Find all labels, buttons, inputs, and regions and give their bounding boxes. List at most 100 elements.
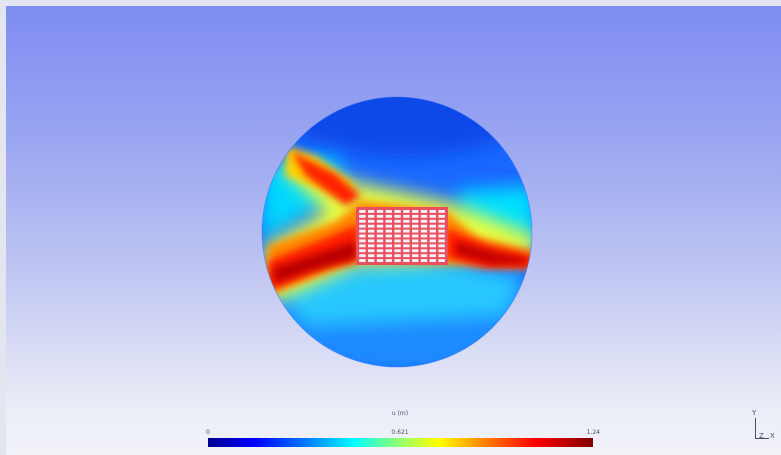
tube-cell [403, 249, 410, 253]
tube-cell [438, 224, 445, 228]
tube-cell [394, 234, 401, 238]
legend-colorbar [208, 438, 593, 447]
axis-y-label: Y [752, 409, 757, 417]
tube-cell [368, 210, 375, 213]
tube-cell [412, 244, 419, 248]
tube-cell [385, 259, 392, 262]
tube-cell [385, 214, 392, 218]
tube-cell [420, 234, 428, 238]
tube-cell [368, 224, 375, 228]
legend-max-label: 1.24 [586, 429, 600, 436]
tube-cell [394, 259, 401, 262]
tube-cell [412, 219, 419, 223]
tube-cell [385, 244, 392, 248]
tube-cell [385, 254, 392, 258]
tube-cell [359, 210, 366, 213]
tube-cell [438, 214, 445, 218]
tube-cell [368, 249, 375, 253]
tube-cell [368, 219, 375, 223]
tube-cell [394, 229, 401, 233]
tube-cell [403, 224, 410, 228]
tube-cell [420, 254, 428, 258]
axis-triad: Y Z X [750, 409, 780, 449]
tube-cell [420, 259, 428, 262]
tube-cell [368, 229, 375, 233]
tube-cell [420, 210, 428, 213]
tube-array[interactable] [356, 207, 448, 265]
tube-cell [429, 234, 436, 238]
tube-cell [368, 234, 375, 238]
tube-cell [385, 210, 392, 213]
tube-cell [376, 224, 384, 228]
tube-cell [385, 224, 392, 228]
tube-cell [420, 244, 428, 248]
tube-cell [438, 249, 445, 253]
tube-cell [394, 239, 401, 243]
tube-cell [394, 219, 401, 223]
tube-cell [376, 219, 384, 223]
tube-cell [376, 249, 384, 253]
tube-cell [412, 259, 419, 262]
tube-cell [438, 254, 445, 258]
tube-cell [359, 234, 366, 238]
tube-cell [385, 219, 392, 223]
tube-cell [368, 254, 375, 258]
contour-plot[interactable] [6, 6, 781, 455]
axis-z-label: Z [759, 432, 764, 440]
tube-cell [359, 254, 366, 258]
tube-cell [376, 254, 384, 258]
tube-cell [438, 219, 445, 223]
tube-cell [376, 234, 384, 238]
tube-cell [438, 210, 445, 213]
tube-cell [394, 244, 401, 248]
tube-cell [429, 259, 436, 262]
tube-cell [376, 229, 384, 233]
tube-cell [429, 229, 436, 233]
tube-cell [403, 234, 410, 238]
tube-cell [359, 249, 366, 253]
tube-cell [385, 239, 392, 243]
tube-cell [438, 239, 445, 243]
tube-cell [403, 210, 410, 213]
tube-cell [403, 214, 410, 218]
tube-cell [359, 259, 366, 262]
tube-cell [420, 229, 428, 233]
tube-cell [412, 234, 419, 238]
tube-cell [359, 219, 366, 223]
tube-cell [420, 214, 428, 218]
tube-cell [376, 239, 384, 243]
window-frame-left [0, 0, 6, 455]
tube-cell [368, 259, 375, 262]
tube-cell [385, 229, 392, 233]
tube-cell [438, 234, 445, 238]
tube-cell [412, 254, 419, 258]
tube-cell [359, 244, 366, 248]
graphics-viewport[interactable]: u (m) 0 0.621 1.24 Y Z X [6, 6, 781, 455]
tube-cell [359, 214, 366, 218]
tube-cell [412, 249, 419, 253]
legend-min-label: 0 [206, 429, 210, 436]
tube-cell [376, 259, 384, 262]
tube-cell [429, 224, 436, 228]
tube-cell [429, 219, 436, 223]
tube-cell [394, 224, 401, 228]
tube-cell [438, 259, 445, 262]
tube-cell [376, 214, 384, 218]
tube-cell [368, 239, 375, 243]
tube-cell [403, 219, 410, 223]
tube-cell [429, 249, 436, 253]
tube-cell [412, 229, 419, 233]
tube-cell [385, 249, 392, 253]
tube-cell [420, 249, 428, 253]
tube-cell [412, 224, 419, 228]
tube-cell [412, 239, 419, 243]
tube-cell [359, 224, 366, 228]
tube-cell [403, 244, 410, 248]
axis-y-line [755, 418, 756, 438]
tube-cell [394, 254, 401, 258]
tube-cell [429, 210, 436, 213]
legend-title: u (m) [391, 410, 409, 417]
tube-cell [429, 254, 436, 258]
tube-cell [368, 244, 375, 248]
tube-cell [394, 210, 401, 213]
